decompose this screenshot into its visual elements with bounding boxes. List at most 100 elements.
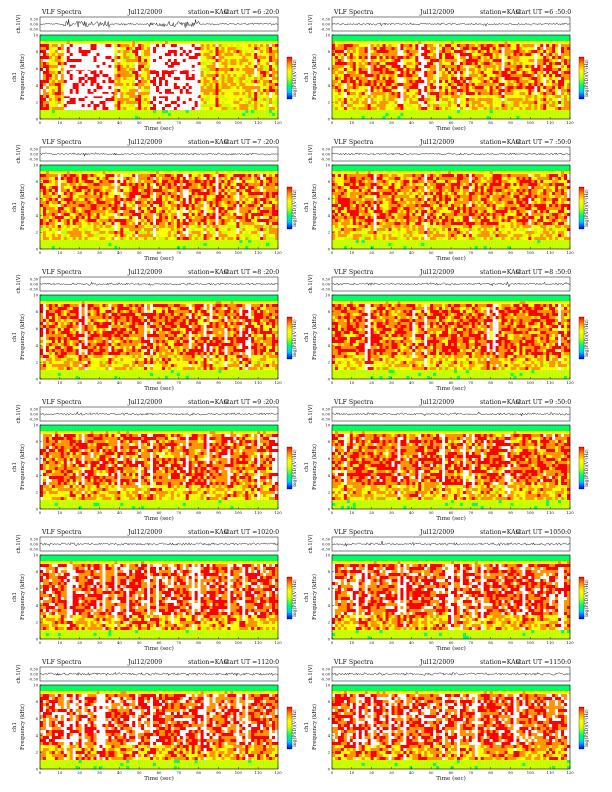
spectrogram-cell	[382, 101, 386, 105]
spectrogram-cell	[197, 59, 201, 63]
spectrogram-cell	[558, 71, 562, 75]
spectrogram-cell	[537, 56, 541, 60]
spectrogram-cell	[215, 65, 219, 69]
spectrogram-cell	[200, 62, 204, 66]
spectrogram-cell	[135, 44, 139, 48]
spectrogram-cell	[528, 47, 532, 51]
spectrogram-cell	[361, 38, 365, 42]
spectrogram-cell	[364, 86, 368, 90]
spectrogram-cell	[224, 68, 228, 72]
spectrogram-cell	[424, 53, 428, 57]
spectrogram-cell	[96, 56, 100, 60]
spectrogram-cell	[93, 83, 97, 87]
spectrogram-cell	[45, 68, 50, 72]
spectrogram-cell	[388, 74, 392, 78]
spectrogram-cell	[227, 77, 231, 81]
spectrogram-cell	[147, 44, 151, 48]
spectrogram-cell	[90, 62, 94, 66]
spectrogram-cell	[352, 62, 356, 66]
spectrogram-cell	[522, 101, 526, 105]
spectrogram-cell	[486, 74, 490, 78]
spectrogram-cell	[480, 104, 484, 108]
spectrogram-cell	[424, 68, 428, 72]
spectrogram-cell	[343, 89, 348, 93]
spectrogram-cell	[42, 86, 47, 90]
spectrogram-cell	[114, 38, 118, 42]
spectrogram-cell	[159, 89, 163, 93]
spectrogram-cell	[69, 77, 73, 81]
spectrogram-cell	[239, 113, 243, 117]
spectrogram-cell	[156, 95, 160, 99]
spectrogram-cell	[412, 50, 416, 54]
spectrogram-cell	[147, 89, 151, 93]
spectrogram-cell	[141, 98, 145, 102]
spectrogram-cell	[159, 41, 163, 45]
spectrogram-cell	[57, 47, 61, 51]
spectrogram-cell	[421, 68, 425, 72]
spectrogram-cell	[486, 104, 490, 108]
spectrogram-cell	[123, 80, 127, 84]
spectrogram-cell	[480, 65, 484, 69]
spectrogram-cell	[451, 89, 455, 93]
spectrogram-cell	[227, 74, 231, 78]
spectrogram-cell	[63, 56, 67, 60]
spectrogram-cell	[78, 183, 82, 187]
spectrogram-cell	[364, 35, 368, 39]
spectrogram-cell	[114, 80, 118, 84]
spectrogram-cell	[81, 47, 85, 51]
spectrogram-cell	[170, 86, 175, 90]
spectrogram-cell	[117, 71, 121, 75]
spectrogram-cell	[93, 47, 97, 51]
spectrogram-cell	[564, 98, 568, 102]
spectrogram-cell	[445, 50, 449, 54]
spectrogram-cell	[516, 77, 520, 81]
spectrogram-cell	[394, 41, 398, 45]
spectrogram-cell	[200, 77, 204, 81]
spectrogram-cell	[343, 92, 348, 96]
spectrogram-cell	[135, 41, 139, 45]
spectrogram-cell	[564, 41, 568, 45]
spectrogram-cell	[361, 59, 365, 63]
spectrogram-cell	[275, 68, 279, 72]
spectrogram-cell	[245, 86, 249, 90]
spectrogram-cell	[332, 77, 336, 81]
spectrogram-cell	[69, 110, 73, 114]
spectrogram-cell	[394, 86, 398, 90]
spectrogram-cell	[552, 113, 556, 117]
spectrogram-cell	[167, 98, 172, 102]
spectrogram-cell	[150, 50, 154, 54]
spectrogram-cell	[451, 83, 455, 87]
spectrogram-cell	[84, 56, 88, 60]
spectrogram-cell	[459, 65, 464, 69]
spectrogram-cell	[153, 95, 157, 99]
spectrogram-cell	[150, 38, 154, 42]
spectrogram-cell	[45, 38, 50, 42]
spectrogram-cell	[117, 80, 121, 84]
spectrogram-cell	[42, 237, 47, 241]
spectrogram-cell	[477, 98, 481, 102]
spectrogram-cell	[185, 56, 189, 60]
spectrogram-cell	[332, 86, 336, 90]
spectrogram-cell	[352, 98, 356, 102]
spectrogram-cell	[486, 116, 490, 120]
spectrogram-cell	[87, 116, 91, 120]
spectrogram-cell	[63, 213, 67, 217]
spectrogram-cell	[549, 65, 553, 69]
spectrogram-cell	[40, 89, 44, 93]
spectrogram-cell	[352, 92, 356, 96]
spectrogram-cell	[42, 210, 47, 214]
spectrogram-cell	[51, 116, 56, 120]
spectrogram-cell	[164, 77, 169, 81]
spectrogram-cell	[406, 113, 410, 117]
spectrogram-cell	[81, 116, 85, 120]
spectrogram-cell	[72, 101, 76, 105]
spectrogram-cell	[120, 101, 124, 105]
spectrogram-cell	[337, 98, 342, 102]
spectrogram-cell	[451, 74, 455, 78]
spectrogram-cell	[376, 80, 380, 84]
spectrogram-cell	[558, 77, 562, 81]
spectrogram-cell	[60, 246, 64, 250]
spectrogram-cell	[194, 98, 198, 102]
spectrogram-cell	[179, 89, 183, 93]
spectrogram-cell	[248, 110, 252, 114]
